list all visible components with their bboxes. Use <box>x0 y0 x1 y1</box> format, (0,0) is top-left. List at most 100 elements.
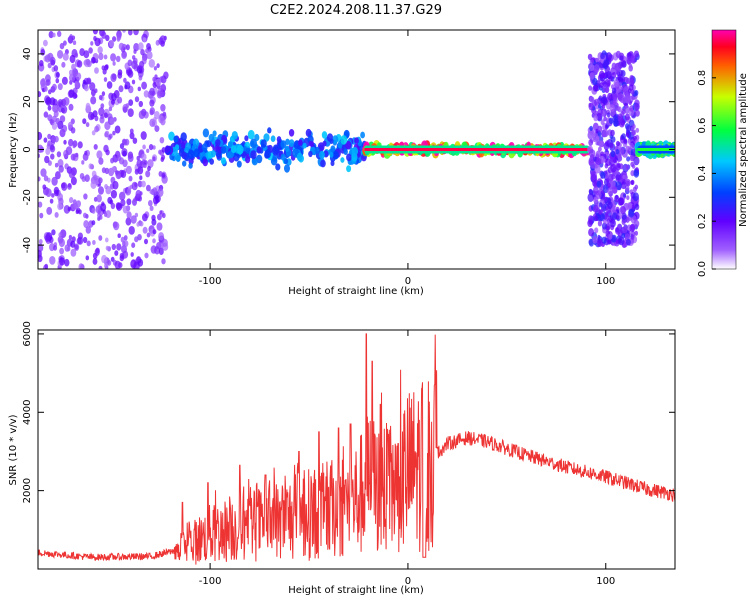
heatmap-cell <box>87 111 95 121</box>
heatmap-cell <box>94 248 100 256</box>
heatmap-cell <box>98 107 105 116</box>
heatmap-cell <box>149 205 154 211</box>
heatmap-cell <box>53 65 59 72</box>
heatmap-cell <box>157 188 164 197</box>
heatmap-cell <box>82 236 88 244</box>
heatmap-cell <box>632 124 636 129</box>
colorbar-tick-label: 0.2 <box>697 213 708 229</box>
heatmap-cell <box>617 153 622 159</box>
heatmap-cell <box>133 49 137 54</box>
heatmap-cell <box>109 117 115 125</box>
heatmap-cell <box>152 76 156 82</box>
heatmap-cell <box>161 212 166 219</box>
heatmap-cell <box>106 81 113 89</box>
heatmap-cell <box>605 52 613 61</box>
heatmap-cell <box>63 139 67 145</box>
heatmap-cell <box>160 104 166 112</box>
heatmap-cell <box>147 159 154 169</box>
heatmap-cell <box>340 135 348 145</box>
heatmap-cell <box>129 128 134 134</box>
heatmap-cell <box>630 234 635 240</box>
heatmap-cell <box>154 111 160 120</box>
heatmap-cell <box>288 139 295 148</box>
heatmap-cell <box>615 50 621 59</box>
heatmap-cell <box>608 75 613 82</box>
heatmap-cell <box>601 236 607 244</box>
heatmap-cell <box>618 197 625 206</box>
colorbar-label: Normalized spectral amplitude <box>738 73 749 227</box>
heatmap-cell <box>155 78 162 87</box>
heatmap-cell <box>221 134 227 143</box>
heatmap-cell <box>623 193 627 198</box>
heatmap-cell <box>588 139 594 146</box>
heatmap-cell <box>209 158 214 165</box>
heatmap-cell <box>68 138 74 147</box>
heatmap-cell <box>624 86 628 92</box>
heatmap-cell <box>589 72 595 80</box>
heatmap-cell <box>264 151 270 159</box>
heatmap-cell <box>614 62 621 72</box>
heatmap-cell <box>254 133 260 142</box>
heatmap-cell <box>86 240 91 247</box>
heatmap-cell <box>153 66 157 71</box>
heatmap-cell <box>164 145 171 153</box>
heatmap-cell <box>112 180 119 190</box>
heatmap-cell <box>158 232 165 241</box>
colorbar-tick-label: 0.0 <box>697 261 708 277</box>
heatmap-cell <box>136 159 143 168</box>
heatmap-cell <box>605 158 611 167</box>
heatmap-cell <box>101 167 106 174</box>
heatmap-cell <box>146 184 151 192</box>
heatmap-cell <box>55 78 60 84</box>
heatmap-y-tick-label: 40 <box>22 48 33 61</box>
heatmap-cell <box>607 166 613 174</box>
heatmap-cell <box>126 211 132 219</box>
heatmap-cell <box>61 105 68 114</box>
heatmap-cell <box>607 201 613 210</box>
heatmap-cell <box>596 180 602 188</box>
heatmap-cell <box>142 144 146 150</box>
heatmap-cell <box>39 60 44 67</box>
heatmap-cell <box>96 194 102 203</box>
heatmap-cell <box>85 226 92 234</box>
heatmap-cell <box>68 103 74 111</box>
heatmap-cell <box>592 77 598 86</box>
heatmap-cell <box>125 103 130 109</box>
heatmap-cell <box>595 157 602 166</box>
heatmap-cell <box>270 135 276 142</box>
heatmap-cell <box>118 42 125 51</box>
heatmap-cell <box>134 168 139 175</box>
heatmap-cell <box>302 142 307 149</box>
heatmap-cell <box>38 243 44 252</box>
heatmap-cell <box>107 196 113 204</box>
heatmap-cell <box>108 106 113 112</box>
heatmap-cell <box>588 85 593 91</box>
heatmap-cell <box>111 243 117 251</box>
heatmap-cell <box>59 42 65 50</box>
heatmap-cell <box>59 247 64 255</box>
heatmap-cell <box>168 131 175 141</box>
heatmap-cell <box>601 222 607 230</box>
heatmap-cell <box>38 176 41 182</box>
heatmap-cell <box>276 136 282 143</box>
heatmap-cell <box>137 86 141 92</box>
heatmap-cell <box>128 99 134 106</box>
heatmap-x-tick-label: -100 <box>199 276 222 287</box>
heatmap-cell <box>105 245 110 251</box>
heatmap-cell <box>112 130 116 136</box>
heatmap-cell <box>83 212 87 219</box>
heatmap-cell <box>595 150 601 158</box>
heatmap-cell <box>70 240 76 248</box>
heatmap-cell <box>618 236 625 246</box>
heatmap-cell <box>110 157 115 164</box>
heatmap-cell <box>122 150 127 157</box>
heatmap-cell <box>620 181 627 190</box>
heatmap-cell <box>202 128 210 138</box>
heatmap-cell <box>98 235 103 241</box>
heatmap-cell <box>161 172 166 178</box>
snr-x-tick-label: -100 <box>199 576 222 587</box>
heatmap-cell <box>74 52 79 58</box>
heatmap-cell <box>589 125 593 131</box>
heatmap-cell <box>132 55 136 60</box>
